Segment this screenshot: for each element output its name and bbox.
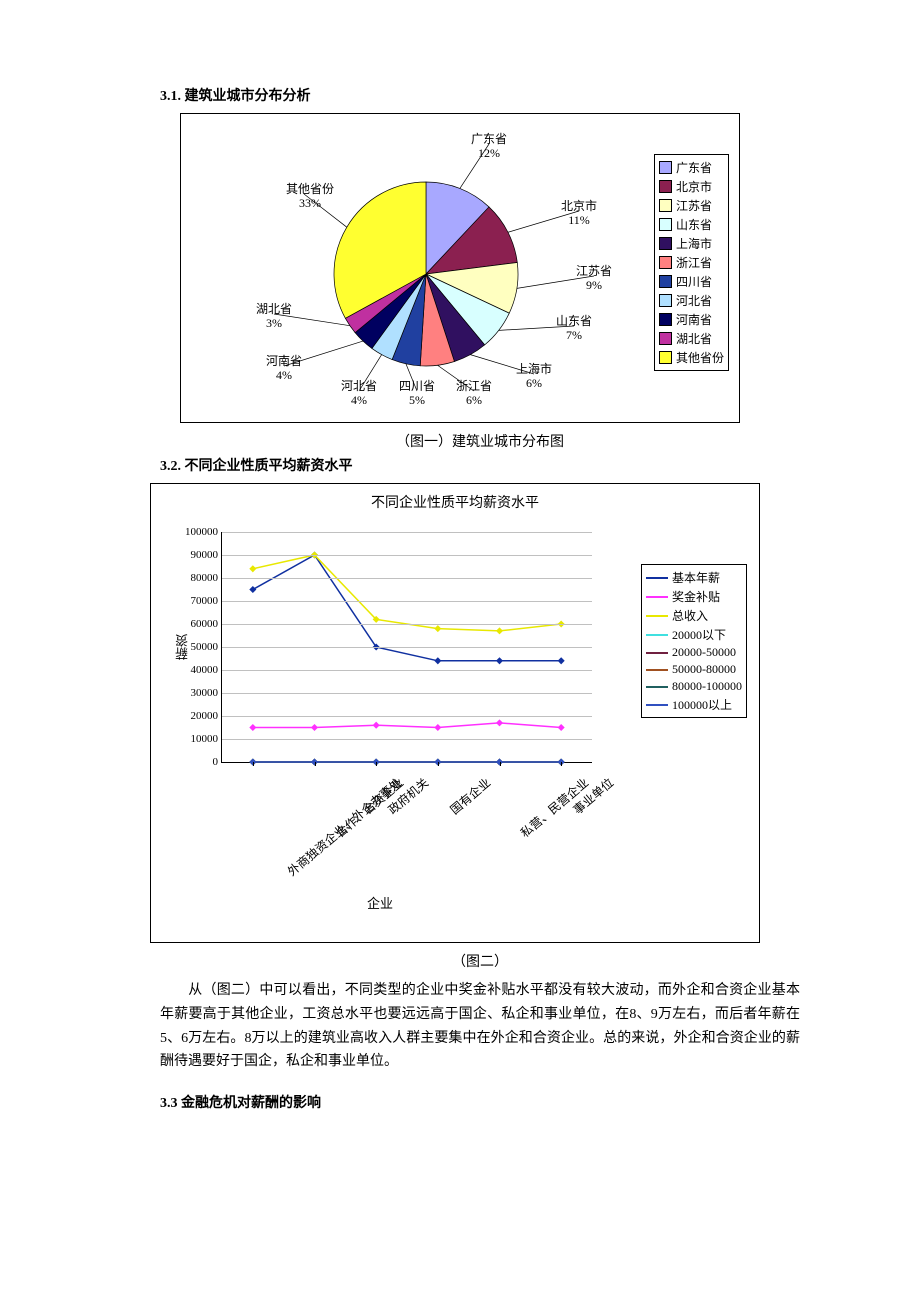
analysis-paragraph: 从（图二）中可以看出，不同类型的企业中奖金补贴水平都没有较大波动，而外企和合资企… bbox=[160, 979, 800, 1074]
legend-swatch bbox=[659, 161, 672, 174]
pie-slice-label: 河北省4% bbox=[341, 379, 377, 408]
y-tick-label: 0 bbox=[213, 756, 219, 768]
y-tick-label: 90000 bbox=[191, 549, 219, 561]
pie-legend-item: 浙江省 bbox=[659, 254, 724, 271]
line-legend-item: 20000-50000 bbox=[646, 645, 742, 660]
pie-legend-item: 山东省 bbox=[659, 216, 724, 233]
pie-legend-item: 湖北省 bbox=[659, 330, 724, 347]
pie-legend-item: 上海市 bbox=[659, 235, 724, 252]
pie-legend-item: 江苏省 bbox=[659, 197, 724, 214]
y-tick-label: 10000 bbox=[191, 733, 219, 745]
pie-slice-label: 其他省份33% bbox=[286, 182, 334, 211]
legend-label: 20000以下 bbox=[672, 626, 726, 643]
series-奖金补贴 bbox=[253, 723, 561, 728]
analysis-paragraph-text: 从（图二）中可以看出，不同类型的企业中奖金补贴水平都没有较大波动，而外企和合资企… bbox=[160, 983, 800, 1069]
series-基本年薪 bbox=[253, 555, 561, 661]
legend-label: 湖北省 bbox=[676, 330, 712, 347]
legend-label: 基本年薪 bbox=[672, 569, 720, 586]
line-legend-item: 100000以上 bbox=[646, 696, 742, 713]
line-legend-item: 总收入 bbox=[646, 607, 742, 624]
legend-label: 奖金补贴 bbox=[672, 588, 720, 605]
line-legend-item: 奖金补贴 bbox=[646, 588, 742, 605]
y-tick-label: 60000 bbox=[191, 618, 219, 630]
y-tick-label: 70000 bbox=[191, 595, 219, 607]
legend-label: 总收入 bbox=[672, 607, 708, 624]
document-page: 3.1. 建筑业城市分布分析 广东省北京市江苏省山东省上海市浙江省四川省河北省河… bbox=[0, 0, 920, 1220]
legend-swatch bbox=[659, 256, 672, 269]
legend-swatch bbox=[659, 237, 672, 250]
series-总收入 bbox=[253, 555, 561, 631]
pie-slice-label: 广东省12% bbox=[471, 132, 507, 161]
x-category-label: 国有企业 bbox=[446, 774, 494, 818]
pie-chart-caption: （图一）建筑业城市分布图 bbox=[160, 431, 800, 451]
pie-slice-label: 上海市6% bbox=[516, 362, 552, 391]
y-tick-label: 100000 bbox=[185, 526, 218, 538]
pie-slice-label: 浙江省6% bbox=[456, 379, 492, 408]
y-tick-label: 50000 bbox=[191, 641, 219, 653]
pie-legend-item: 河北省 bbox=[659, 292, 724, 309]
legend-label: 河南省 bbox=[676, 311, 712, 328]
pie-slice-label: 湖北省3% bbox=[256, 302, 292, 331]
legend-label: 山东省 bbox=[676, 216, 712, 233]
line-chart-legend: 基本年薪奖金补贴总收入 20000以下 20000-50000 50000-80000… bbox=[641, 564, 747, 718]
pie-slice-label: 河南省4% bbox=[266, 354, 302, 383]
pie-chart-legend: 广东省北京市江苏省山东省上海市浙江省四川省河北省河南省湖北省其他省份 bbox=[654, 154, 729, 371]
legend-swatch bbox=[659, 294, 672, 307]
pie-legend-item: 其他省份 bbox=[659, 349, 724, 366]
pie-legend-item: 北京市 bbox=[659, 178, 724, 195]
pie-chart-figure: 广东省北京市江苏省山东省上海市浙江省四川省河北省河南省湖北省其他省份 广东省12… bbox=[180, 113, 740, 423]
legend-label: 浙江省 bbox=[676, 254, 712, 271]
legend-label: 上海市 bbox=[676, 235, 712, 252]
y-tick-label: 40000 bbox=[191, 664, 219, 676]
legend-line-swatch bbox=[646, 669, 668, 671]
legend-swatch bbox=[659, 180, 672, 193]
legend-label: 100000以上 bbox=[672, 696, 732, 713]
legend-label: 广东省 bbox=[676, 159, 712, 176]
legend-label: 其他省份 bbox=[676, 349, 724, 366]
pie-legend-item: 广东省 bbox=[659, 159, 724, 176]
line-legend-item: 50000-80000 bbox=[646, 662, 742, 677]
line-chart-plot: 0100002000030000400005000060000700008000… bbox=[221, 532, 592, 763]
line-chart-caption: （图二） bbox=[160, 951, 800, 971]
legend-label: 江苏省 bbox=[676, 197, 712, 214]
pie-slice-label: 北京市11% bbox=[561, 199, 597, 228]
line-chart-title: 不同企业性质平均薪资水平 bbox=[151, 492, 759, 512]
legend-swatch bbox=[659, 218, 672, 231]
pie-slice-label: 四川省5% bbox=[399, 379, 435, 408]
legend-line-swatch bbox=[646, 686, 668, 688]
pie-legend-item: 四川省 bbox=[659, 273, 724, 290]
legend-line-swatch bbox=[646, 577, 668, 579]
legend-line-swatch bbox=[646, 615, 668, 617]
pie-slice-label: 江苏省9% bbox=[576, 264, 612, 293]
legend-label: 四川省 bbox=[676, 273, 712, 290]
pie-legend-item: 河南省 bbox=[659, 311, 724, 328]
legend-label: 80000-100000 bbox=[672, 679, 742, 694]
line-legend-item: 基本年薪 bbox=[646, 569, 742, 586]
line-legend-item: 20000以下 bbox=[646, 626, 742, 643]
legend-label: 北京市 bbox=[676, 178, 712, 195]
section-3-1-title: 3.1. 建筑业城市分布分析 bbox=[160, 85, 800, 105]
legend-line-swatch bbox=[646, 652, 668, 654]
legend-swatch bbox=[659, 313, 672, 326]
legend-swatch bbox=[659, 199, 672, 212]
legend-label: 河北省 bbox=[676, 292, 712, 309]
y-tick-label: 30000 bbox=[191, 687, 219, 699]
legend-line-swatch bbox=[646, 596, 668, 598]
section-3-2-title: 3.2. 不同企业性质平均薪资水平 bbox=[160, 455, 800, 475]
legend-swatch bbox=[659, 351, 672, 364]
line-chart-figure: 不同企业性质平均薪资水平 薪资 010000200003000040000500… bbox=[150, 483, 760, 943]
legend-swatch bbox=[659, 332, 672, 345]
section-3-3-title: 3.3 金融危机对薪酬的影响 bbox=[160, 1092, 800, 1112]
y-tick-label: 20000 bbox=[191, 710, 219, 722]
legend-line-swatch bbox=[646, 704, 668, 706]
line-chart-ylabel: 薪资 bbox=[173, 634, 192, 660]
pie-slice-label: 山东省7% bbox=[556, 314, 592, 343]
y-tick-label: 80000 bbox=[191, 572, 219, 584]
legend-swatch bbox=[659, 275, 672, 288]
legend-label: 20000-50000 bbox=[672, 645, 736, 660]
line-chart-xlabel: 企业 bbox=[151, 893, 609, 912]
legend-line-swatch bbox=[646, 634, 668, 636]
legend-label: 50000-80000 bbox=[672, 662, 736, 677]
line-legend-item: 80000-100000 bbox=[646, 679, 742, 694]
